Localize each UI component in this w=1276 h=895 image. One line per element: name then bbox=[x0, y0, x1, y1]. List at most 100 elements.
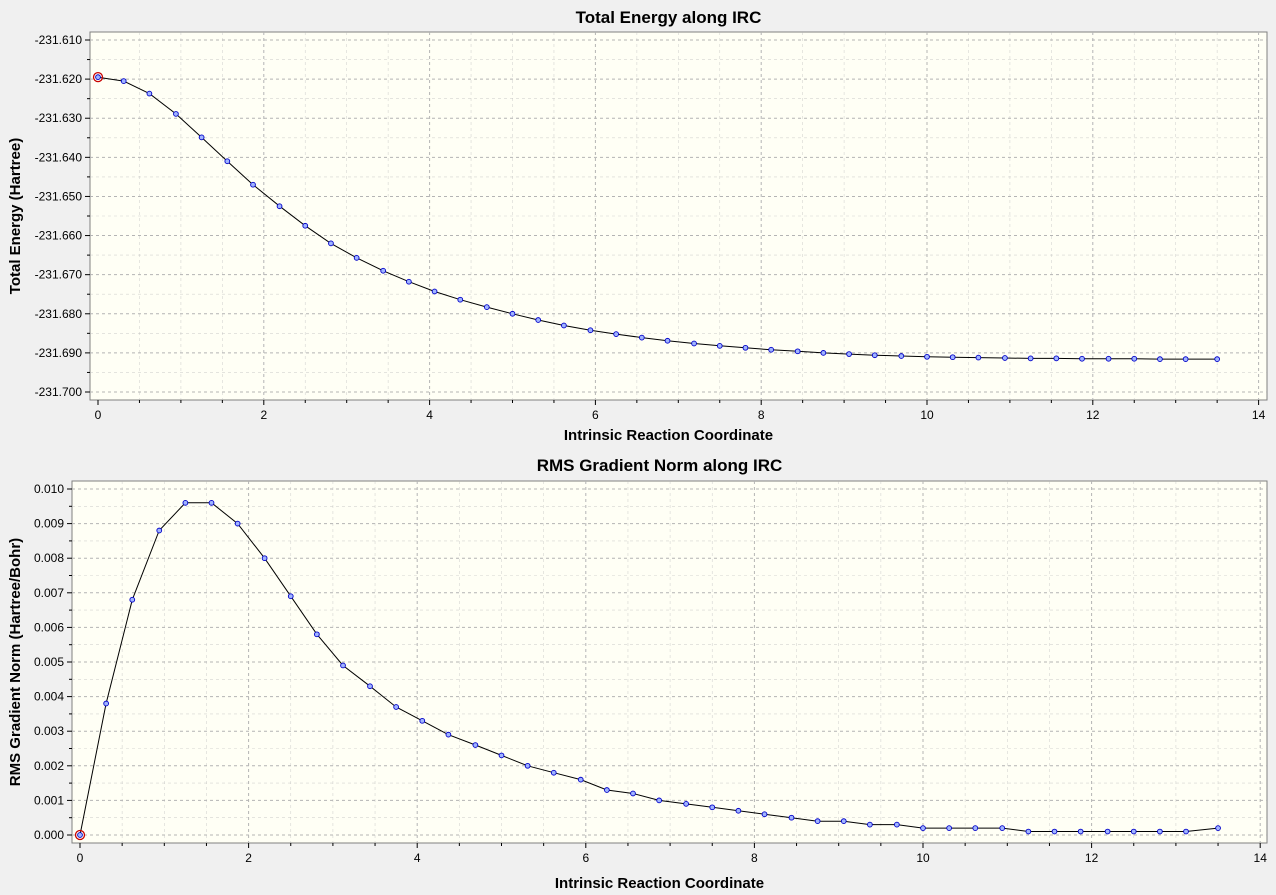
data-point[interactable] bbox=[709, 804, 716, 811]
data-point[interactable] bbox=[1183, 828, 1189, 835]
data-point[interactable] bbox=[445, 731, 452, 738]
data-point[interactable] bbox=[1214, 356, 1221, 362]
gridlines bbox=[72, 481, 1267, 843]
x-tick-label: 14 bbox=[1254, 851, 1268, 865]
data-point[interactable] bbox=[1182, 356, 1189, 362]
data-point[interactable] bbox=[735, 807, 742, 814]
data-point[interactable] bbox=[535, 317, 542, 323]
data-point[interactable] bbox=[604, 787, 610, 793]
data-point[interactable] bbox=[261, 555, 268, 562]
data-point[interactable] bbox=[630, 790, 636, 797]
data-point[interactable] bbox=[95, 74, 101, 81]
x-tick-label: 12 bbox=[1086, 408, 1100, 422]
data-point[interactable] bbox=[250, 181, 256, 188]
current-point-marker[interactable] bbox=[74, 829, 86, 841]
data-point[interactable] bbox=[1130, 828, 1137, 835]
data-point[interactable] bbox=[380, 267, 387, 274]
data-point[interactable] bbox=[946, 825, 952, 831]
data-point[interactable] bbox=[457, 296, 464, 303]
data-point[interactable] bbox=[1131, 355, 1138, 362]
data-point[interactable] bbox=[340, 662, 346, 669]
data-point[interactable] bbox=[287, 593, 294, 600]
data-point[interactable] bbox=[208, 499, 215, 506]
y-axis-label: Total Energy (Hartree) bbox=[7, 138, 24, 294]
data-point[interactable] bbox=[561, 322, 567, 329]
data-point[interactable] bbox=[367, 683, 373, 690]
data-point[interactable] bbox=[173, 111, 179, 117]
data-point[interactable] bbox=[638, 334, 645, 341]
data-point[interactable] bbox=[1157, 828, 1163, 835]
data-point[interactable] bbox=[1051, 828, 1058, 835]
data-point[interactable] bbox=[328, 240, 334, 247]
data-point[interactable] bbox=[483, 304, 490, 310]
data-point[interactable] bbox=[419, 717, 426, 724]
data-point[interactable] bbox=[498, 752, 505, 759]
data-point[interactable] bbox=[975, 354, 982, 361]
data-point[interactable] bbox=[794, 348, 801, 355]
data-point[interactable] bbox=[182, 499, 189, 506]
data-point[interactable] bbox=[577, 776, 584, 783]
data-point[interactable] bbox=[129, 596, 136, 603]
data-point[interactable] bbox=[1105, 355, 1112, 362]
x-tick-label: 14 bbox=[1252, 408, 1266, 422]
data-point[interactable] bbox=[716, 342, 723, 349]
y-tick-label: -231.610 bbox=[35, 33, 83, 47]
data-point[interactable] bbox=[431, 288, 438, 295]
data-point[interactable] bbox=[406, 278, 412, 285]
data-point[interactable] bbox=[691, 340, 697, 347]
data-point[interactable] bbox=[972, 825, 979, 831]
data-point[interactable] bbox=[613, 331, 619, 337]
data-point[interactable] bbox=[103, 700, 109, 707]
data-point[interactable] bbox=[1157, 356, 1163, 362]
data-point[interactable] bbox=[314, 631, 320, 638]
data-point[interactable] bbox=[949, 354, 956, 361]
data-point[interactable] bbox=[871, 352, 878, 359]
data-point[interactable] bbox=[550, 769, 557, 776]
data-point[interactable] bbox=[1104, 828, 1111, 835]
data-point[interactable] bbox=[509, 310, 516, 317]
data-point[interactable] bbox=[788, 814, 795, 821]
data-point[interactable] bbox=[999, 825, 1006, 831]
data-point[interactable] bbox=[924, 353, 930, 360]
y-tick-label: 0.003 bbox=[34, 724, 64, 738]
data-point[interactable] bbox=[234, 520, 241, 527]
data-point[interactable] bbox=[1215, 825, 1221, 831]
data-point[interactable] bbox=[1079, 355, 1085, 362]
data-point[interactable] bbox=[761, 811, 768, 818]
data-point[interactable] bbox=[524, 762, 531, 769]
data-point[interactable] bbox=[587, 327, 594, 334]
data-point[interactable] bbox=[472, 742, 479, 748]
data-point[interactable] bbox=[353, 254, 360, 261]
data-point[interactable] bbox=[656, 797, 662, 804]
data-point[interactable] bbox=[1053, 355, 1060, 362]
data-point[interactable] bbox=[846, 351, 852, 357]
data-point[interactable] bbox=[146, 90, 153, 97]
y-tick-label: -231.670 bbox=[35, 268, 83, 282]
data-point[interactable] bbox=[393, 704, 399, 710]
data-point[interactable] bbox=[768, 346, 774, 353]
data-point[interactable] bbox=[224, 158, 231, 165]
data-point[interactable] bbox=[156, 527, 163, 534]
data-point[interactable] bbox=[1002, 355, 1008, 361]
data-point[interactable] bbox=[920, 825, 926, 831]
current-point-marker[interactable] bbox=[92, 72, 104, 83]
gridlines bbox=[90, 32, 1267, 400]
y-tick-label: 0.000 bbox=[34, 828, 64, 842]
data-point[interactable] bbox=[1077, 828, 1084, 835]
data-point[interactable] bbox=[276, 203, 283, 210]
data-point[interactable] bbox=[820, 350, 827, 356]
data-point[interactable] bbox=[894, 821, 900, 828]
data-point[interactable] bbox=[198, 134, 205, 141]
data-point[interactable] bbox=[664, 337, 671, 344]
data-point[interactable] bbox=[898, 353, 905, 359]
data-point[interactable] bbox=[867, 821, 873, 828]
data-point[interactable] bbox=[840, 818, 847, 825]
data-point[interactable] bbox=[302, 222, 309, 229]
data-point[interactable] bbox=[683, 801, 689, 807]
data-point[interactable] bbox=[77, 832, 83, 838]
data-point[interactable] bbox=[742, 344, 749, 351]
data-point[interactable] bbox=[1025, 828, 1032, 835]
data-point[interactable] bbox=[814, 818, 821, 825]
data-point[interactable] bbox=[1027, 355, 1034, 362]
data-point[interactable] bbox=[120, 78, 127, 84]
